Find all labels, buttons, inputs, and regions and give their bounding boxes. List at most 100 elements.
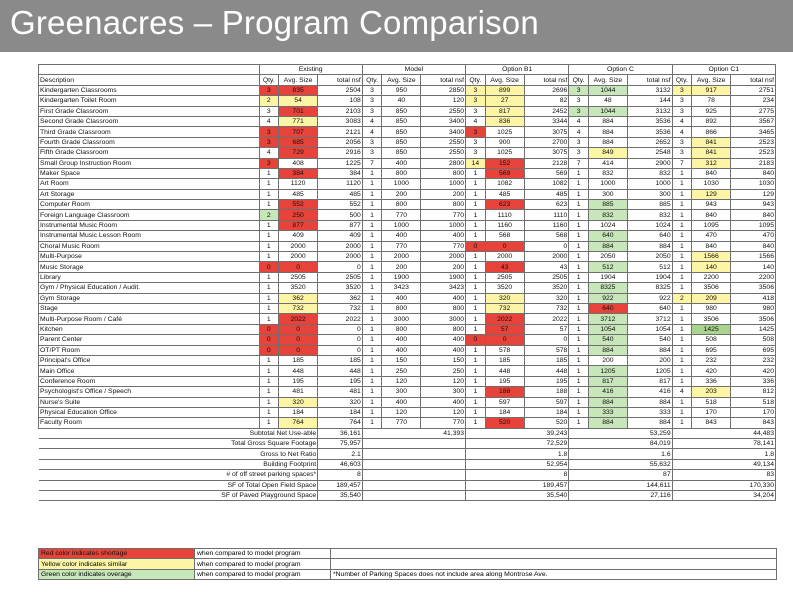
summary-row: Building Footprint 46,603 52,954 55,632 49,1… [38, 458, 776, 471]
avg-size-cell: 518 [691, 396, 732, 408]
avg-size-cell: 408 [278, 157, 319, 169]
qty-cell: 1 [465, 219, 486, 232]
qty-cell: 1 [465, 323, 486, 336]
table-row: Multi-Purpose Room / Café 1 2022 2022 1 3000 3… [38, 313, 776, 325]
total-nsf-cell: 140 [730, 261, 776, 273]
total-nsf-cell: 840 [730, 167, 776, 180]
total-nsf-cell: 2200 [730, 271, 776, 284]
summary-row: Total Gross Square Footage 75,957 72,529 84… [38, 438, 776, 450]
avg-size-cell: 420 [691, 365, 732, 377]
avg-size-cell: 764 [278, 417, 319, 429]
avg-size-cell: 817 [587, 375, 628, 388]
avg-size-cell: 884 [587, 396, 628, 408]
qty-cell: 1 [361, 302, 383, 315]
avg-size-cell: 729 [278, 147, 319, 159]
summary-spacer [568, 458, 628, 471]
avg-size-cell: 850 [381, 147, 422, 159]
summary-spacer [568, 438, 628, 450]
avg-size-cell: 892 [691, 115, 732, 128]
avg-size-cell: 188 [484, 386, 525, 398]
total-nsf-cell: 400 [420, 292, 467, 305]
avg-size-cell: 400 [381, 396, 422, 408]
table-row: Nurse's Suite 1 320 320 1 400 400 1 597 597 1 884 88… [38, 396, 776, 408]
qty-cell: 1 [258, 167, 280, 180]
summary-spacer [672, 489, 731, 502]
qty-cell: 1 [361, 178, 383, 190]
total-nsf-cell: 1000 [420, 219, 467, 232]
qty-cell: 0 [258, 323, 280, 336]
qty-cell: 1 [671, 417, 693, 429]
avg-size-cell: 400 [381, 344, 422, 356]
total-nsf-cell: 770 [420, 240, 467, 253]
qty-cell: 7 [361, 157, 383, 169]
qty-cell: 1 [361, 282, 383, 294]
qty-cell: 1 [258, 354, 280, 367]
total-nsf-cell: 170 [730, 406, 776, 419]
avg-size-cell: 640 [587, 302, 628, 315]
total-nsf-cell: 884 [626, 240, 673, 253]
parking-footnote: *Number of Parking Spaces does not inclu… [330, 568, 777, 581]
avg-size-cell: 1110 [484, 209, 525, 221]
total-nsf-cell: 640 [626, 302, 673, 315]
summary-spacer [362, 458, 421, 471]
avg-size-cell: 481 [278, 386, 319, 398]
avg-size-cell: 2000 [381, 251, 422, 263]
qty-cell: 4 [361, 126, 383, 138]
qty-cell: 1 [465, 167, 486, 180]
avg-size-cell: 1120 [278, 178, 319, 190]
avg-size-cell: 384 [278, 167, 319, 180]
avg-size-cell: 1566 [691, 251, 732, 263]
summary-spacer [465, 489, 525, 502]
qty-cell: 1 [568, 230, 589, 242]
total-nsf-cell: 640 [626, 230, 673, 242]
total-nsf-cell: 384 [317, 167, 363, 180]
avg-size-cell: 508 [691, 334, 732, 346]
qty-cell: 14 [465, 157, 486, 169]
room-description: Gym / Physical Education / Audit. [38, 282, 260, 294]
summary-value [420, 489, 467, 502]
qty-cell: 3 [465, 126, 486, 138]
total-nsf-cell: 508 [730, 334, 776, 346]
qty-cell: 1 [671, 271, 693, 284]
qty-cell: 1 [568, 178, 589, 190]
summary-spacer [672, 458, 731, 471]
qty-cell: 1 [258, 271, 280, 284]
avg-size-cell: 400 [381, 230, 422, 242]
total-nsf-cell: 2700 [523, 136, 570, 149]
total-nsf-cell: 185 [317, 354, 363, 367]
table-row: Physical Education Office 1 184 184 1 120 120 1… [38, 406, 776, 419]
summary-row: # of off street parking spaces* 8 8 87 83 [38, 469, 776, 481]
qty-cell: 1 [258, 219, 280, 232]
total-nsf-cell: 885 [626, 199, 673, 211]
summary-label: Total Gross Square Footage [38, 438, 319, 450]
total-nsf-cell: 800 [420, 323, 467, 336]
total-nsf-cell: 320 [317, 396, 363, 408]
avg-size-cell: 1095 [691, 219, 732, 232]
total-nsf-cell: 2523 [730, 136, 776, 149]
total-nsf-cell: 817 [626, 375, 673, 388]
total-nsf-cell: 812 [730, 386, 776, 398]
qty-cell: 0 [258, 261, 280, 273]
qty-cell: 1 [568, 302, 589, 315]
qty-cell: 1 [258, 375, 280, 388]
avg-size-cell: 203 [691, 386, 732, 398]
qty-cell: 3 [465, 136, 486, 149]
qty-cell: 1 [258, 230, 280, 242]
summary-row: Gross to Net Ratio 2.1 1.8 1.6 1.8 [38, 448, 776, 460]
qty-cell: 1 [671, 282, 693, 294]
group-header-row: Existing Model Option B1 Option C Option C1 [38, 63, 777, 76]
table-row: Fourth Grade Classroom 3 685 2056 3 850 2550 3 9… [38, 136, 776, 149]
total-nsf-cell: 3075 [523, 147, 570, 159]
summary-label: SF of Total Open Field Space [38, 479, 319, 492]
total-nsf-cell: 8325 [626, 282, 673, 294]
qty-cell: 1 [671, 344, 693, 356]
summary-value: 8 [524, 469, 570, 481]
room-description: Main Office [38, 365, 260, 377]
avg-size-cell: 129 [691, 188, 732, 201]
qty-cell: 1 [568, 251, 589, 263]
total-nsf-cell: 2452 [523, 105, 570, 117]
total-nsf-cell: 108 [317, 95, 363, 107]
column-header-row: Description Qty. Avg. Size total nsf Qty. Avg… [38, 74, 776, 86]
total-nsf-cell: 2121 [317, 126, 363, 138]
room-description: Art Storage [38, 188, 260, 201]
